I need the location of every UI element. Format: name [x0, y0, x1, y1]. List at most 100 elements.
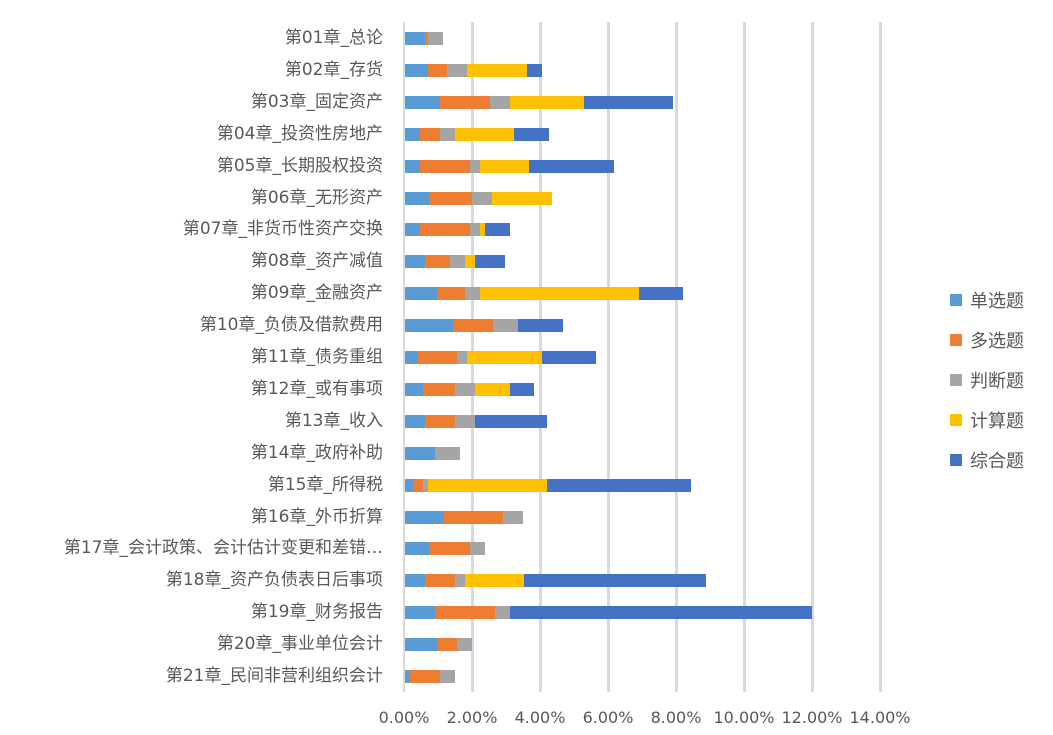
bar-segment	[434, 606, 496, 620]
bar-segment	[417, 351, 457, 364]
bar-segment	[430, 542, 470, 556]
bar-segment	[419, 127, 440, 141]
bar-segment	[454, 414, 475, 428]
bar-segment	[405, 446, 435, 460]
bar-row	[405, 670, 455, 683]
bar-segment	[405, 414, 426, 428]
bar-segment	[419, 223, 470, 237]
legend: 单选题多选题判断题 计算题综合题	[950, 280, 1024, 480]
category-label: 第02章_存货	[284, 59, 383, 80]
x-tick-label: 10.00%	[713, 708, 775, 727]
legend-item: 判断题	[950, 360, 1024, 400]
bar-segment	[464, 574, 524, 588]
legend-label: 多选题	[970, 331, 1024, 352]
bar-segment	[454, 382, 476, 396]
x-tick-label: 4.00%	[514, 708, 566, 727]
bar-segment	[405, 223, 420, 237]
bar-segment	[447, 63, 467, 77]
bar-segment	[583, 95, 673, 109]
category-label: 第08章_资产减值	[250, 251, 383, 272]
bar-row	[405, 63, 543, 77]
bar-segment	[453, 319, 494, 333]
bar-row	[405, 638, 472, 652]
bar-segment	[410, 670, 440, 683]
bar-row	[405, 32, 444, 45]
bar-segment	[405, 63, 429, 77]
bar-segment	[437, 638, 457, 652]
bar-segment	[527, 63, 543, 77]
bar-row	[405, 191, 552, 205]
bar-segment	[430, 191, 472, 205]
bar-segment	[457, 351, 467, 364]
legend-swatch-icon	[950, 334, 962, 346]
category-label: 第04章_投资性房地产	[216, 123, 383, 144]
bar-segment	[434, 446, 461, 460]
category-label: 第07章_非货币性资产交换	[182, 219, 383, 240]
bar-segment	[405, 478, 414, 492]
bar-segment	[405, 95, 441, 109]
category-label: 第16章_外币折算	[250, 506, 383, 527]
legend-label: 单选题	[970, 291, 1024, 312]
bar-segment	[469, 223, 481, 237]
x-tick-label: 6.00%	[582, 708, 634, 727]
bar-row	[405, 606, 812, 620]
bar-segment	[454, 127, 515, 141]
legend-item: 计算题	[950, 400, 1024, 440]
bar-segment	[405, 191, 431, 205]
bar-segment	[492, 191, 552, 205]
bar-segment	[440, 670, 455, 683]
category-label: 第09章_金融资产	[250, 283, 383, 304]
bar-segment	[440, 95, 490, 109]
bar-segment	[469, 159, 481, 173]
bar-segment	[428, 63, 448, 77]
bar-row	[405, 382, 534, 396]
category-label: 第18章_资产负债表日后事项	[165, 570, 383, 591]
bar-segment	[405, 32, 426, 45]
bar-segment	[471, 191, 493, 205]
x-tick-label: 12.00%	[781, 708, 843, 727]
bar-segment	[405, 670, 411, 683]
bar-segment	[466, 351, 542, 364]
bar-segment	[457, 638, 472, 652]
bar-segment	[523, 574, 706, 588]
bar-row	[405, 478, 691, 492]
legend-item: 综合题	[950, 440, 1024, 480]
bar-segment	[405, 319, 454, 333]
bar-segment	[517, 319, 564, 333]
bar-row	[405, 414, 548, 428]
gridline	[675, 22, 678, 692]
bar-segment	[425, 255, 450, 269]
category-label: 第15章_所得税	[267, 474, 383, 495]
category-label: 第10章_负债及借款费用	[199, 315, 383, 336]
category-label: 第05章_长期股权投资	[216, 155, 383, 176]
bar-segment	[510, 382, 534, 396]
bar-row	[405, 542, 485, 556]
bar-segment	[405, 127, 420, 141]
legend-label: 综合题	[970, 451, 1024, 472]
bar-segment	[428, 478, 548, 492]
bar-segment	[464, 287, 481, 301]
x-tick-label: 14.00%	[849, 708, 911, 727]
bar-row	[405, 223, 511, 237]
bar-segment	[495, 606, 511, 620]
bar-segment	[475, 414, 548, 428]
category-label: 第20章_事业单位会计	[216, 634, 383, 655]
bar-segment	[464, 255, 475, 269]
legend-item: 多选题	[950, 320, 1024, 360]
bar-segment	[529, 159, 615, 173]
gridline	[607, 22, 610, 692]
bar-segment	[493, 319, 518, 333]
bar-row	[405, 510, 523, 524]
legend-item: 单选题	[950, 280, 1024, 320]
category-label: 第21章_民间非营利组织会计	[165, 666, 383, 686]
bar-segment	[405, 287, 438, 301]
bar-segment	[502, 510, 523, 524]
bar-segment	[480, 287, 639, 301]
legend-swatch-icon	[950, 294, 962, 306]
bar-row	[405, 95, 673, 109]
bar-segment	[405, 510, 445, 524]
bar-segment	[405, 574, 426, 588]
bar-segment	[510, 606, 812, 620]
bar-segment	[514, 127, 550, 141]
